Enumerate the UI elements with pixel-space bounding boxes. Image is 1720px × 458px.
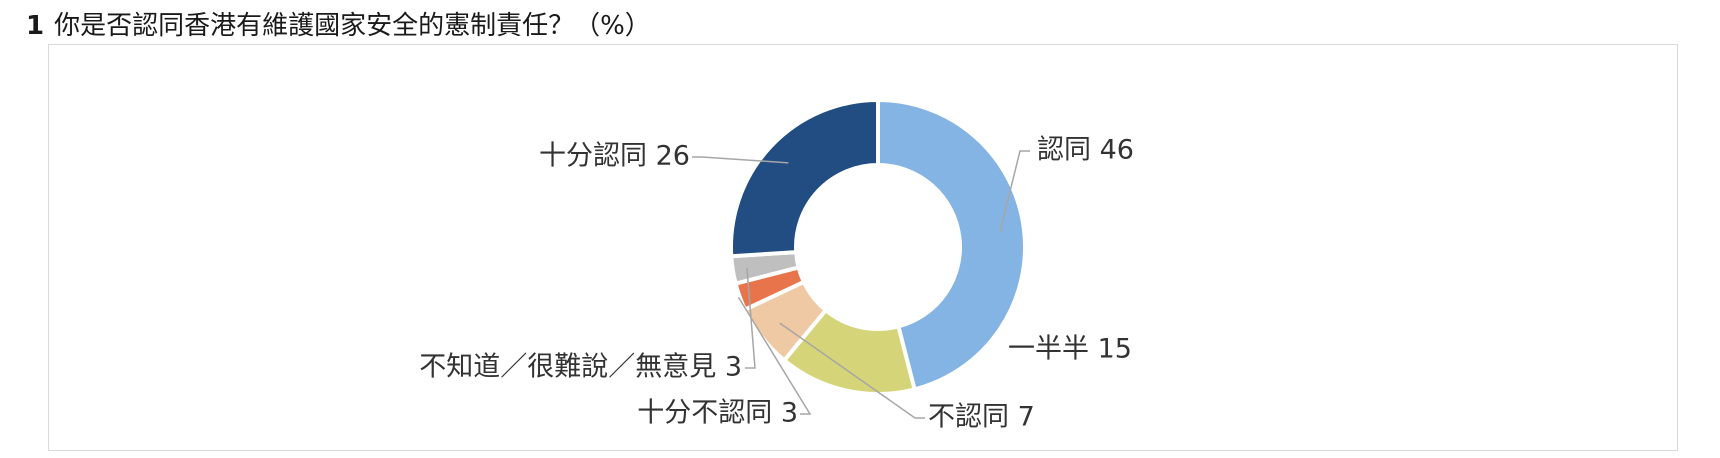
donut-slice-5 [729, 97, 880, 259]
chart-title-text: 你是否認同香港有維護國家安全的憲制責任？（%） [54, 11, 651, 41]
data-label-1: 一半半 15 [1008, 334, 1132, 365]
data-labels: 認同 46 一半半 15 不認同 7 十分不認同 3 不知道／很難說／無意見 3 十分認同… [419, 135, 1134, 433]
leader-lines [692, 150, 1030, 419]
leader-line-4 [745, 267, 756, 369]
chart-frame [48, 44, 1678, 451]
chart-title: 1 你是否認同香港有維護國家安全的憲制責任？（%） [26, 6, 651, 46]
donut-slices [729, 97, 1027, 396]
data-label-2: 不認同 7 [928, 402, 1035, 433]
chart-title-number: 1 [26, 11, 45, 41]
leader-line-2 [779, 322, 925, 419]
leader-line-3 [737, 296, 812, 415]
leader-line-0 [999, 150, 1030, 232]
data-label-4: 不知道／很難說／無意見 3 [419, 352, 742, 383]
data-label-5: 十分認同 26 [539, 141, 690, 172]
data-label-0: 認同 46 [1037, 135, 1134, 166]
donut-slice-0 [876, 97, 1027, 392]
data-label-3: 十分不認同 3 [637, 398, 798, 429]
leader-line-5 [692, 156, 789, 164]
